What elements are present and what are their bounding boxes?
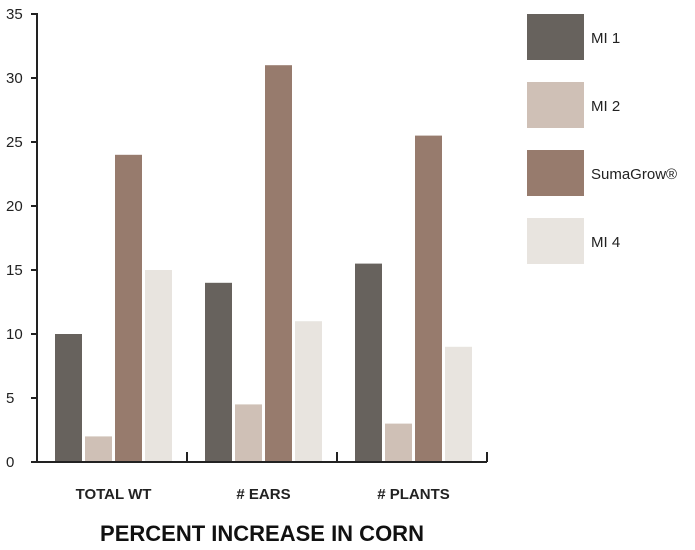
y-tick-label: 35 — [6, 6, 23, 23]
legend: MI 1 MI 2 SumaGrow® MI 4 — [527, 14, 677, 264]
bar — [265, 65, 292, 462]
legend-label: SumaGrow® — [591, 166, 677, 183]
legend-label: MI 1 — [591, 30, 620, 47]
axes-group — [36, 13, 487, 463]
bar — [205, 282, 232, 462]
bars-group — [55, 65, 488, 463]
category-labels-group: TOTAL WT # EARS # PLANTS — [76, 486, 450, 503]
legend-swatch — [527, 14, 584, 60]
bar — [355, 263, 382, 462]
bar — [115, 154, 142, 463]
category-label: TOTAL WT — [76, 486, 152, 503]
y-tick-label: 10 — [6, 326, 23, 343]
y-tick-label: 0 — [6, 454, 14, 471]
y-tick-label: 5 — [6, 390, 14, 407]
bar — [295, 321, 322, 462]
bar — [85, 436, 112, 462]
legend-swatch — [527, 218, 584, 264]
bar — [415, 135, 442, 462]
y-tick-label: 20 — [6, 198, 23, 215]
category-label: # EARS — [236, 486, 290, 503]
bar — [385, 423, 412, 462]
bar — [55, 334, 82, 462]
bar — [145, 270, 172, 462]
legend-label: MI 4 — [591, 234, 620, 251]
legend-label: MI 2 — [591, 98, 620, 115]
legend-swatch — [527, 82, 584, 128]
bar — [445, 346, 472, 462]
chart-title: PERCENT INCREASE IN CORN — [100, 521, 424, 546]
y-ticks-group: 0 5 10 15 20 25 30 35 — [6, 6, 37, 471]
y-tick-label: 30 — [6, 70, 23, 87]
legend-swatch — [527, 150, 584, 196]
y-tick-label: 15 — [6, 262, 23, 279]
category-label: # PLANTS — [377, 486, 450, 503]
bar — [235, 404, 262, 462]
y-tick-label: 25 — [6, 134, 23, 151]
